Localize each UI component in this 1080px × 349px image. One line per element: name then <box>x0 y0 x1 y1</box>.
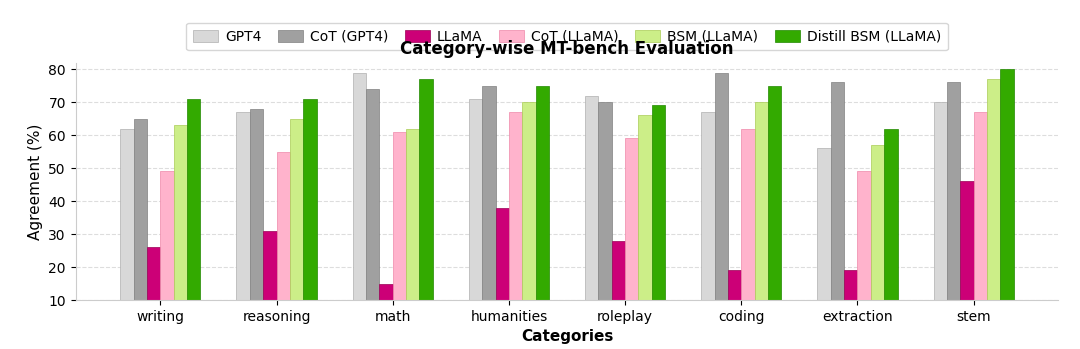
Bar <box>134 119 147 333</box>
Bar <box>276 152 289 333</box>
Bar <box>289 119 303 333</box>
Bar <box>264 231 276 333</box>
Bar <box>237 112 249 333</box>
Bar <box>536 86 549 333</box>
Bar <box>755 102 768 333</box>
Bar <box>987 79 1000 333</box>
Bar <box>187 99 201 333</box>
Bar <box>353 73 366 333</box>
Bar <box>728 270 741 333</box>
Bar <box>858 171 870 333</box>
Bar <box>845 270 858 333</box>
Bar <box>638 116 652 333</box>
Bar <box>947 82 960 333</box>
Bar <box>419 79 433 333</box>
Bar <box>885 128 897 333</box>
X-axis label: Categories: Categories <box>521 329 613 344</box>
Bar <box>366 89 379 333</box>
Bar <box>509 112 523 333</box>
Title: Category-wise MT-bench Evaluation: Category-wise MT-bench Evaluation <box>401 40 733 58</box>
Bar <box>174 125 187 333</box>
Bar <box>496 208 509 333</box>
Bar <box>625 139 638 333</box>
Bar <box>960 181 974 333</box>
Bar <box>482 86 496 333</box>
Bar <box>585 96 598 333</box>
Bar <box>768 86 781 333</box>
Bar <box>147 247 160 333</box>
Bar <box>652 105 665 333</box>
Bar <box>741 128 755 333</box>
Bar <box>379 284 393 333</box>
Bar <box>701 112 715 333</box>
Legend: GPT4, CoT (GPT4), LLaMA, CoT (LLaMA), BSM (LLaMA), Distill BSM (LLaMA): GPT4, CoT (GPT4), LLaMA, CoT (LLaMA), BS… <box>186 23 948 51</box>
Bar <box>831 82 845 333</box>
Bar <box>611 241 625 333</box>
Bar <box>974 112 987 333</box>
Bar <box>818 148 831 333</box>
Bar <box>933 102 947 333</box>
Bar <box>870 145 885 333</box>
Bar <box>715 73 728 333</box>
Bar <box>249 109 264 333</box>
Bar <box>160 171 174 333</box>
Y-axis label: Agreement (%): Agreement (%) <box>28 123 43 239</box>
Bar <box>120 128 134 333</box>
Bar <box>406 128 419 333</box>
Bar <box>303 99 316 333</box>
Bar <box>1000 69 1014 333</box>
Bar <box>598 102 611 333</box>
Bar <box>393 132 406 333</box>
Bar <box>469 99 482 333</box>
Bar <box>523 102 536 333</box>
